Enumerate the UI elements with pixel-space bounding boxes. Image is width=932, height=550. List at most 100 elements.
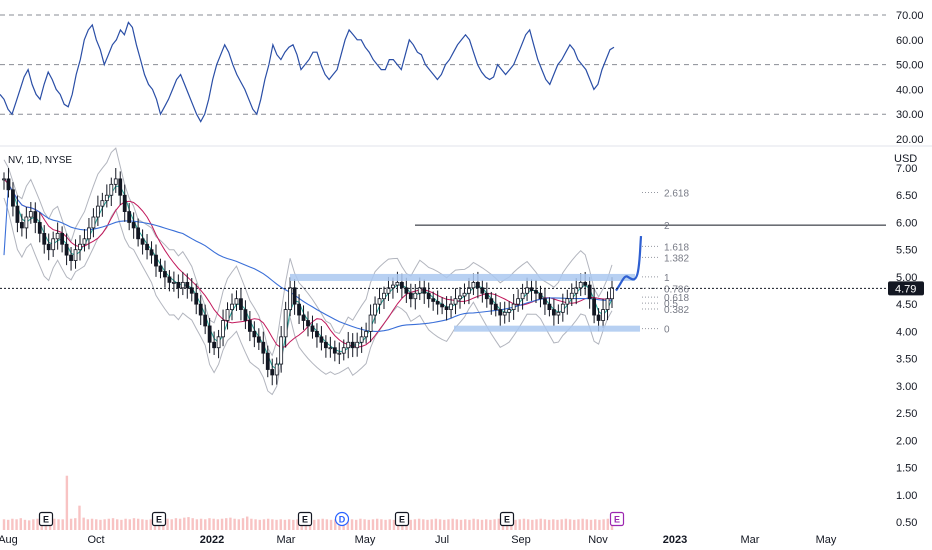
candle-body bbox=[180, 281, 185, 289]
candle-body bbox=[140, 238, 145, 245]
candle-body bbox=[11, 189, 15, 207]
volume-bar bbox=[363, 519, 366, 530]
candle-body bbox=[417, 287, 422, 294]
volume-bar bbox=[275, 519, 278, 530]
fib-label: 1 bbox=[664, 273, 670, 284]
fib-label: 0.382 bbox=[664, 305, 689, 316]
volume-bar bbox=[350, 519, 354, 530]
candle-body bbox=[6, 178, 11, 191]
volume-bar bbox=[124, 518, 127, 530]
volume-bar bbox=[598, 519, 601, 530]
candle-body bbox=[198, 303, 203, 316]
candle-body bbox=[484, 292, 489, 300]
candle-body bbox=[332, 347, 337, 354]
event-label: E bbox=[302, 515, 308, 525]
ma-long-line bbox=[3, 182, 613, 332]
earnings-marker bbox=[609, 511, 625, 527]
earnings-marker bbox=[394, 511, 410, 527]
candle-body bbox=[408, 292, 413, 300]
volume-bar bbox=[283, 519, 287, 530]
volume-bar bbox=[430, 519, 433, 530]
volume-bar bbox=[53, 518, 56, 530]
candle-body bbox=[82, 238, 87, 245]
candle-body bbox=[145, 243, 149, 251]
candle-body bbox=[368, 314, 373, 332]
candle-body bbox=[525, 287, 529, 294]
candle-body bbox=[382, 292, 386, 300]
candle-body bbox=[426, 292, 431, 300]
volume-bar bbox=[149, 519, 152, 530]
volume-bar bbox=[602, 519, 605, 530]
volume-bar bbox=[254, 519, 257, 530]
candle-body bbox=[399, 281, 404, 289]
volume-bar bbox=[594, 519, 597, 530]
volume-bar bbox=[120, 519, 123, 530]
candle-body bbox=[373, 303, 377, 316]
volume-bar bbox=[204, 519, 207, 530]
candle-body bbox=[15, 205, 20, 223]
volume-bar bbox=[258, 519, 261, 530]
volume-bar bbox=[27, 520, 31, 530]
candle-body bbox=[498, 309, 503, 316]
candle-body bbox=[431, 298, 436, 302]
candle-body bbox=[449, 303, 453, 310]
candle-body bbox=[355, 341, 360, 349]
volume-bar bbox=[334, 519, 337, 530]
price-tick-label: 4.00 bbox=[896, 326, 917, 338]
rsi-tick-label: 70.00 bbox=[896, 10, 924, 22]
volume-bar bbox=[136, 518, 140, 530]
candle-body bbox=[87, 227, 91, 240]
currency-label: USD bbox=[894, 153, 917, 165]
candle-body bbox=[516, 298, 521, 305]
volume-bar bbox=[6, 519, 10, 530]
candle-body bbox=[221, 320, 225, 338]
candle-body bbox=[203, 314, 208, 327]
candle-body bbox=[46, 243, 51, 251]
price-tick-label: 2.50 bbox=[896, 408, 917, 420]
rsi-tick-label: 50.00 bbox=[896, 60, 924, 72]
candle-body bbox=[252, 330, 257, 338]
price-axis[interactable]: 70.00 60.00 50.00 40.00 30.00 20.00 7.00 6.50 6.… bbox=[896, 10, 924, 529]
volume-bar bbox=[485, 519, 488, 530]
rsi-panel bbox=[0, 14, 886, 123]
time-tick-label: Oct bbox=[87, 534, 104, 546]
volume-bar bbox=[183, 517, 186, 530]
candle-body bbox=[493, 303, 498, 310]
time-axis[interactable]: Aug Oct 2022 Mar May Jul Sep Nov 2023 Mar May bbox=[0, 534, 837, 546]
volume-bar bbox=[90, 518, 94, 530]
fib-label: 1.382 bbox=[664, 253, 689, 264]
volume-bar bbox=[422, 519, 425, 530]
price-tick-label: 5.00 bbox=[896, 272, 917, 284]
candle-body bbox=[341, 347, 346, 354]
candle-body bbox=[529, 287, 534, 291]
volume-bar bbox=[447, 519, 450, 530]
fib-label: 1.618 bbox=[664, 242, 689, 253]
earnings-marker bbox=[297, 511, 313, 527]
price-tick-label: 3.00 bbox=[896, 381, 917, 393]
candle-body bbox=[176, 281, 181, 289]
price-tick-label: 6.00 bbox=[896, 217, 917, 229]
volume-bar bbox=[178, 518, 182, 530]
candle-body bbox=[395, 281, 400, 286]
price-tick-label: 2.00 bbox=[896, 435, 917, 447]
volume-bar bbox=[220, 518, 224, 530]
volume-bar bbox=[246, 516, 249, 530]
volume-bar bbox=[573, 519, 576, 530]
volume-bar bbox=[480, 519, 484, 530]
volume-bar bbox=[413, 519, 417, 530]
price-tick-label: 1.50 bbox=[896, 463, 917, 475]
candle-body bbox=[301, 314, 306, 321]
symbol-info[interactable]: NV, 1D, NYSE bbox=[8, 155, 72, 166]
price-tick-label: 5.50 bbox=[896, 245, 917, 257]
candle-body bbox=[171, 281, 176, 284]
volume-bar bbox=[36, 518, 39, 530]
event-label: E bbox=[614, 515, 620, 525]
volume-bar bbox=[526, 519, 530, 530]
candle-body bbox=[435, 301, 440, 305]
candle-body bbox=[364, 330, 369, 338]
volume-bar bbox=[208, 518, 211, 530]
